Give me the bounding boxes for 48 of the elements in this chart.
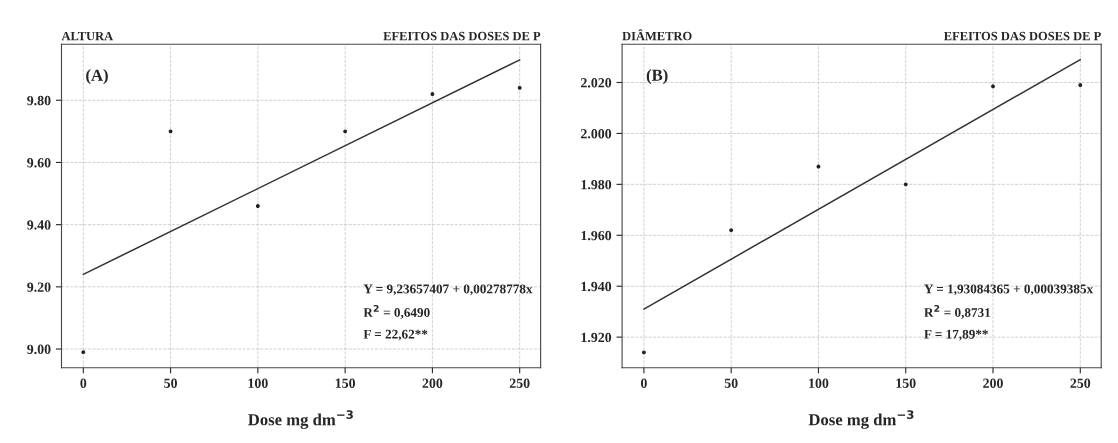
y-tick-label: 1.920: [581, 332, 612, 343]
chart-title: DIÂMETRO: [622, 29, 692, 41]
x-tick-label: 50: [724, 378, 738, 388]
y-tick-label: 9.00: [27, 344, 51, 355]
y-tick-label: 2.000: [581, 129, 612, 139]
x-tick-label: 100: [248, 378, 268, 388]
point: [81, 350, 86, 355]
y-tick-label: 9.60: [27, 158, 51, 168]
point: [517, 85, 522, 90]
x-axis-title: Dose mg dm$^{−3}$: [808, 410, 914, 429]
point: [991, 84, 995, 89]
y-tick-label: 9.80: [27, 95, 51, 106]
point: [430, 92, 435, 97]
y-tick-label: 1.940: [581, 281, 612, 292]
x-tick-label: 200: [422, 378, 443, 388]
x-axis-title: Dose mg dm$^{−3}$: [248, 410, 353, 429]
point: [1078, 83, 1083, 88]
annotation: Y = 1,93084365 + 0,00039385x: [924, 284, 1094, 296]
chart-subtitle: EFEITOS DAS DOSES DE P: [943, 31, 1101, 41]
y-tick-label: 9.20: [27, 282, 51, 292]
point: [903, 182, 908, 187]
annotation: R$^{2}$ = 0,6490: [363, 304, 430, 319]
x-tick-label: 250: [509, 378, 530, 388]
annotation: (B): [646, 69, 668, 85]
y-tick-label: 1.980: [581, 179, 612, 190]
chart-subtitle: EFEITOS DAS DOSES DE P: [383, 31, 541, 41]
annotation: F = 17,89**: [924, 329, 988, 341]
annotation: (A): [86, 69, 108, 85]
chart-title: ALTURA: [61, 31, 114, 41]
x-tick-label: 200: [983, 378, 1003, 388]
x-tick-label: 0: [640, 378, 647, 388]
point: [343, 129, 348, 134]
x-tick-label: 150: [896, 378, 916, 388]
y-tick-label: 9.40: [27, 220, 51, 230]
x-tick-label: 250: [1070, 378, 1091, 388]
x-tick-label: 100: [809, 378, 829, 388]
annotation: R$^{2}$ = 0,8731: [924, 304, 991, 319]
annotation: F = 22,62**: [363, 329, 428, 341]
y-tick-label: 1.960: [581, 230, 612, 241]
point: [168, 129, 173, 134]
y-tick-label: 2.020: [581, 78, 612, 88]
x-tick-label: 150: [335, 378, 356, 388]
point: [729, 228, 734, 233]
annotation: Y = 9,23657407 + 0,00278778x: [363, 284, 533, 296]
x-tick-label: 50: [164, 378, 177, 388]
x-tick-label: 0: [80, 378, 87, 388]
point: [641, 350, 646, 355]
point: [255, 204, 260, 208]
